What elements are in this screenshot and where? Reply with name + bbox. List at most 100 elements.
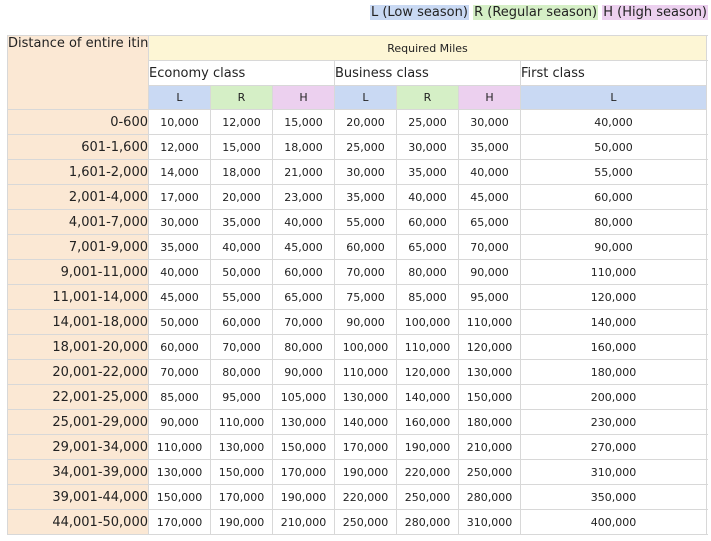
business-miles-cell: 35,000 [458, 134, 521, 160]
table-row: 34,001-39,000 130,000 150,000 170,000 190,00… [7, 459, 707, 485]
economy-miles-cell: 40,000 [272, 209, 335, 235]
economy-miles-cell: 18,000 [210, 159, 273, 185]
legend-regular-season: R (Regular season) [473, 5, 599, 20]
economy-miles-cell: 90,000 [272, 359, 335, 385]
economy-miles-cell: 17,000 [148, 184, 211, 210]
season-header-business-l: L [334, 85, 397, 110]
economy-miles-cell: 70,000 [148, 359, 211, 385]
distance-cell: 4,001-7,000 [7, 209, 149, 235]
required-miles-header: Required Miles [148, 35, 707, 61]
business-miles-cell: 85,000 [396, 284, 459, 310]
business-miles-cell: 70,000 [458, 234, 521, 260]
business-miles-cell: 35,000 [334, 184, 397, 210]
business-miles-cell: 35,000 [396, 159, 459, 185]
business-miles-cell: 30,000 [334, 159, 397, 185]
season-header-first-l: L [520, 85, 707, 110]
business-miles-cell: 310,000 [458, 509, 521, 535]
first-miles-cell: 350,000 [520, 484, 707, 510]
economy-miles-cell: 85,000 [148, 384, 211, 410]
business-miles-cell: 220,000 [334, 484, 397, 510]
distance-cell: 9,001-11,000 [7, 259, 149, 285]
business-miles-cell: 55,000 [334, 209, 397, 235]
season-header-economy-r: R [210, 85, 273, 110]
first-miles-cell: 200,000 [520, 384, 707, 410]
business-miles-cell: 100,000 [334, 334, 397, 360]
economy-miles-cell: 70,000 [210, 334, 273, 360]
economy-miles-cell: 40,000 [210, 234, 273, 260]
distance-cell: 22,001-25,000 [7, 384, 149, 410]
season-header-business-r: R [396, 85, 459, 110]
distance-cell: 25,001-29,000 [7, 409, 149, 435]
economy-miles-cell: 18,000 [272, 134, 335, 160]
table-row: 39,001-44,000 150,000 170,000 190,000 220,00… [7, 484, 707, 510]
table-row: 44,001-50,000 170,000 190,000 210,000 250,00… [7, 509, 707, 535]
season-header-business-h: H [458, 85, 521, 110]
business-miles-cell: 95,000 [458, 284, 521, 310]
business-miles-cell: 220,000 [396, 459, 459, 485]
economy-miles-cell: 150,000 [148, 484, 211, 510]
first-miles-cell: 230,000 [520, 409, 707, 435]
season-header-economy-h: H [272, 85, 335, 110]
business-miles-cell: 130,000 [458, 359, 521, 385]
business-miles-cell: 110,000 [334, 359, 397, 385]
business-miles-cell: 140,000 [334, 409, 397, 435]
economy-miles-cell: 170,000 [210, 484, 273, 510]
legend-low-season: L (Low season) [369, 5, 469, 20]
season-legend: L (Low season) R (Regular season) H (Hig… [369, 4, 708, 22]
distance-header: Distance of entire itinerary* [7, 35, 149, 110]
economy-miles-cell: 190,000 [210, 509, 273, 535]
first-miles-cell: 270,000 [520, 434, 707, 460]
distance-cell: 2,001-4,000 [7, 184, 149, 210]
first-miles-cell: 310,000 [520, 459, 707, 485]
economy-miles-cell: 80,000 [272, 334, 335, 360]
first-miles-cell: 60,000 [520, 184, 707, 210]
business-miles-cell: 280,000 [396, 509, 459, 535]
economy-miles-cell: 110,000 [210, 409, 273, 435]
first-miles-cell: 120,000 [520, 284, 707, 310]
economy-miles-cell: 110,000 [148, 434, 211, 460]
business-miles-cell: 20,000 [334, 109, 397, 135]
economy-miles-cell: 14,000 [148, 159, 211, 185]
distance-cell: 14,001-18,000 [7, 309, 149, 335]
first-miles-cell: 160,000 [520, 334, 707, 360]
business-miles-cell: 70,000 [334, 259, 397, 285]
economy-miles-cell: 20,000 [210, 184, 273, 210]
business-miles-cell: 100,000 [396, 309, 459, 335]
economy-miles-cell: 23,000 [272, 184, 335, 210]
table-row: 4,001-7,000 30,000 35,000 40,000 55,000 60,00… [7, 209, 707, 235]
first-miles-cell: 400,000 [520, 509, 707, 535]
table-row: 11,001-14,000 45,000 55,000 65,000 75,000 85,… [7, 284, 707, 310]
economy-miles-cell: 150,000 [272, 434, 335, 460]
business-miles-cell: 65,000 [396, 234, 459, 260]
business-miles-cell: 250,000 [334, 509, 397, 535]
distance-cell: 7,001-9,000 [7, 234, 149, 260]
first-miles-cell: 50,000 [520, 134, 707, 160]
required-miles-table: Distance of entire itinerary* Required M… [7, 35, 707, 535]
economy-miles-cell: 130,000 [148, 459, 211, 485]
table-row: 22,001-25,000 85,000 95,000 105,000 130,000 1… [7, 384, 707, 410]
business-miles-cell: 280,000 [458, 484, 521, 510]
business-miles-cell: 90,000 [334, 309, 397, 335]
economy-miles-cell: 55,000 [210, 284, 273, 310]
economy-miles-cell: 40,000 [148, 259, 211, 285]
business-miles-cell: 25,000 [396, 109, 459, 135]
business-miles-cell: 65,000 [458, 209, 521, 235]
first-class-header: First class [520, 60, 707, 86]
economy-miles-cell: 105,000 [272, 384, 335, 410]
first-miles-cell: 110,000 [520, 259, 707, 285]
economy-miles-cell: 15,000 [272, 109, 335, 135]
distance-cell: 39,001-44,000 [7, 484, 149, 510]
economy-miles-cell: 50,000 [148, 309, 211, 335]
business-miles-cell: 140,000 [396, 384, 459, 410]
economy-miles-cell: 90,000 [148, 409, 211, 435]
business-miles-cell: 25,000 [334, 134, 397, 160]
economy-miles-cell: 60,000 [210, 309, 273, 335]
business-miles-cell: 40,000 [396, 184, 459, 210]
economy-miles-cell: 60,000 [148, 334, 211, 360]
economy-miles-cell: 130,000 [272, 409, 335, 435]
economy-miles-cell: 170,000 [272, 459, 335, 485]
first-miles-cell: 180,000 [520, 359, 707, 385]
economy-miles-cell: 45,000 [272, 234, 335, 260]
business-miles-cell: 170,000 [334, 434, 397, 460]
table-row: 20,001-22,000 70,000 80,000 90,000 110,000 12… [7, 359, 707, 385]
